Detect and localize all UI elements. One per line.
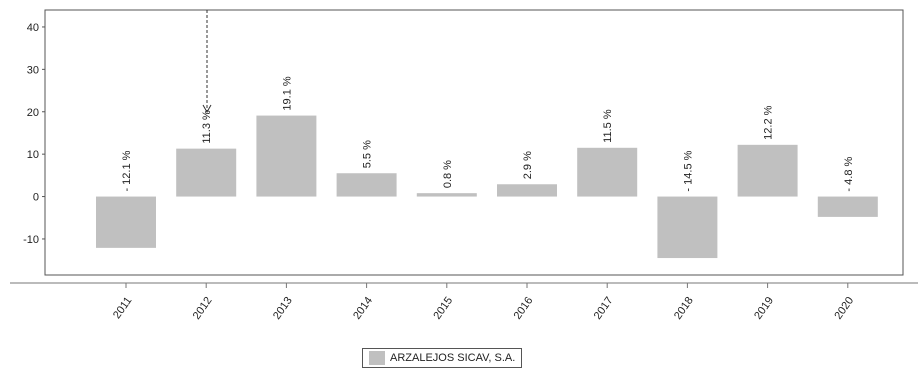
bar-label-2015: 0.8 %	[442, 160, 454, 188]
bar-2018	[657, 196, 718, 259]
y-axis: 40 30 20 10 0 -10	[23, 22, 45, 246]
x-tick-label-2020: 2020	[832, 295, 856, 322]
bar-label-2014: 5.5 %	[362, 140, 374, 168]
y-tick-label: 30	[27, 64, 39, 76]
plot-area-frame	[44, 9, 904, 276]
bar-label-2017: 11.5 %	[602, 109, 614, 143]
x-tick-label-2013: 2013	[271, 295, 295, 322]
bar-series	[96, 115, 878, 259]
y-tick-label: 20	[27, 107, 39, 119]
x-tick-label-2011: 2011	[111, 295, 134, 321]
bar-2015	[416, 193, 477, 197]
x-tick-label-2017: 2017	[592, 295, 616, 322]
y-tick-label: 40	[27, 22, 39, 34]
x-axis: 2011 2012 2013 2014 2015 2016 2017 2018 2019 2020	[10, 282, 918, 322]
x-tick-label-2015: 2015	[431, 295, 455, 322]
bar-2019	[737, 144, 798, 197]
bar-2011	[96, 196, 156, 248]
x-tick-label-2019: 2019	[752, 295, 776, 322]
x-tick-label-2018: 2018	[672, 295, 696, 322]
legend: ARZALEJOS SICAV, S.A.	[362, 348, 523, 368]
bar-2016	[497, 184, 557, 197]
bar-2014	[336, 173, 397, 197]
x-tick-label-2014: 2014	[351, 295, 375, 322]
x-tick-label-2012: 2012	[191, 295, 215, 322]
y-tick-label: 10	[27, 149, 39, 161]
y-tick-label: 0	[33, 192, 39, 204]
bar-2020	[817, 196, 878, 217]
annotation-arrow	[202, 10, 212, 114]
bar-label-2016: 2.9 %	[522, 151, 534, 179]
legend-label: ARZALEJOS SICAV, S.A.	[390, 352, 516, 364]
bar-label-2013: 19.1 %	[281, 76, 293, 110]
bar-label-2020: - 4.8 %	[843, 156, 855, 191]
bar-2013	[256, 115, 317, 197]
bar-label-2011: - 12.1 %	[121, 150, 133, 191]
bar-2012	[176, 148, 237, 197]
bar-label-2018: - 14.5 %	[682, 150, 694, 191]
y-tick-label: -10	[23, 234, 39, 246]
bar-label-2019: 12.2 %	[763, 105, 775, 139]
bar-2017	[577, 147, 638, 197]
legend-swatch	[369, 351, 385, 365]
bar-data-labels: - 12.1 % 11.3 % 19.1 % 5.5 % 0.8 % 2.9 % 11.5 …	[121, 76, 855, 191]
x-tick-label-2016: 2016	[512, 295, 536, 322]
bar-label-2012: 11.3 %	[201, 110, 213, 144]
